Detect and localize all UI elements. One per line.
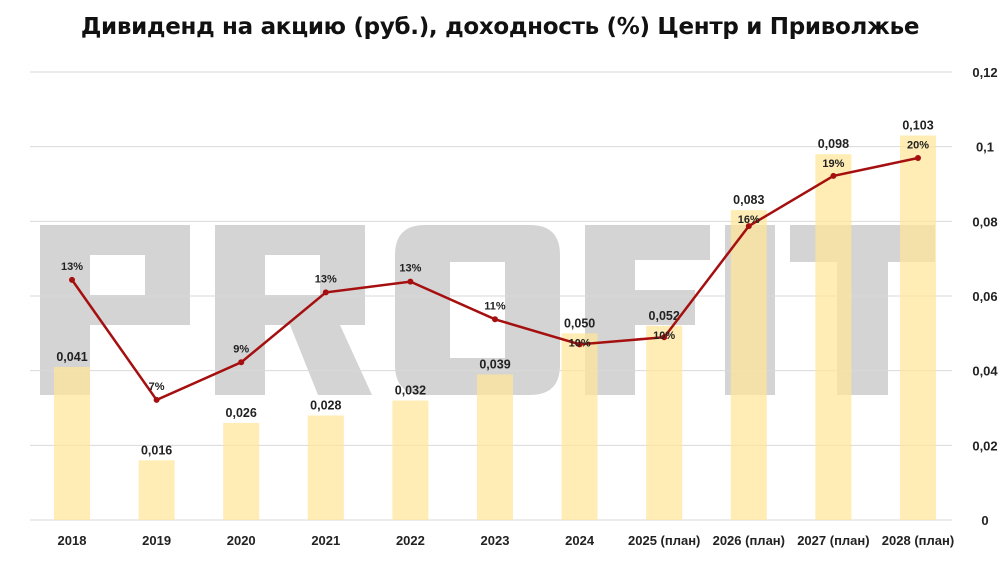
bar-data-label: 0,028 <box>310 398 341 412</box>
watermark-letter <box>585 225 710 395</box>
watermark-letter <box>395 225 560 395</box>
yield-point <box>576 341 583 348</box>
x-tick-label: 2027 (план) <box>797 533 869 548</box>
bar-data-label: 0,083 <box>733 193 764 207</box>
chart-title: Дивиденд на акцию (руб.), доходность (%)… <box>80 14 920 40</box>
yield-data-label: 11% <box>484 300 506 312</box>
yield-data-label: 13% <box>315 273 337 285</box>
yield-point <box>830 172 837 179</box>
bar <box>307 415 344 520</box>
bar-data-label: 0,032 <box>395 384 426 398</box>
y-tick-label: 0,06 <box>972 289 997 304</box>
x-tick-label: 2024 <box>565 533 595 548</box>
x-tick-label: 2022 <box>396 533 425 548</box>
y-tick-label: 0,1 <box>976 140 994 155</box>
x-tick-label: 2018 <box>58 533 87 548</box>
watermark-letter <box>790 225 935 395</box>
bar <box>477 374 513 520</box>
bar <box>815 154 852 520</box>
yield-data-label: 10% <box>653 330 675 342</box>
yield-point <box>407 278 414 285</box>
yield-point <box>661 334 668 341</box>
yield-point <box>492 316 498 323</box>
bar <box>392 400 429 520</box>
bar-data-label: 0,026 <box>226 406 257 420</box>
yield-data-label: 20% <box>907 139 929 151</box>
yield-point <box>745 223 752 230</box>
x-tick-label: 2028 (план) <box>882 533 954 548</box>
bar <box>223 422 260 520</box>
bar <box>54 366 90 520</box>
yield-data-label: 9% <box>233 343 249 355</box>
bar <box>646 325 683 520</box>
yield-data-label: 10% <box>569 337 591 349</box>
yield-data-label: 16% <box>738 214 760 226</box>
bar <box>900 135 936 520</box>
yield-data-label: 13% <box>399 263 421 275</box>
x-tick-label: 2023 <box>481 533 510 548</box>
yield-point <box>915 155 921 162</box>
yield-data-label: 7% <box>149 381 165 393</box>
bar-data-label: 0,052 <box>649 309 680 323</box>
yield-data-label: 19% <box>822 158 844 170</box>
yield-data-label: 13% <box>61 261 83 273</box>
bar-data-label: 0,103 <box>902 118 933 132</box>
yield-point <box>69 276 75 283</box>
bar-data-label: 0,050 <box>564 316 595 330</box>
bar-data-label: 0,039 <box>479 357 510 371</box>
y-tick-label: 0 <box>981 513 988 528</box>
yield-point <box>238 359 245 366</box>
bar-data-label: 0,041 <box>56 350 87 364</box>
bar <box>138 460 175 520</box>
bar <box>730 210 767 520</box>
yield-point <box>322 289 329 296</box>
bar-data-label: 0,098 <box>818 137 849 151</box>
x-tick-label: 2020 <box>227 533 256 548</box>
watermark-letter <box>215 225 372 395</box>
y-tick-label: 0,02 <box>972 438 997 453</box>
x-tick-label: 2025 (план) <box>628 533 700 548</box>
x-tick-label: 2021 <box>311 533 340 548</box>
y-tick-label: 0,04 <box>972 364 998 379</box>
bar <box>561 333 598 520</box>
x-tick-label: 2026 (план) <box>713 533 785 548</box>
y-tick-label: 0,08 <box>972 214 997 229</box>
bar-data-label: 0,016 <box>141 443 172 457</box>
watermark-letter <box>40 225 190 395</box>
x-tick-label: 2019 <box>142 533 171 548</box>
yield-point <box>153 396 160 403</box>
y-tick-label: 0,12 <box>972 65 997 80</box>
